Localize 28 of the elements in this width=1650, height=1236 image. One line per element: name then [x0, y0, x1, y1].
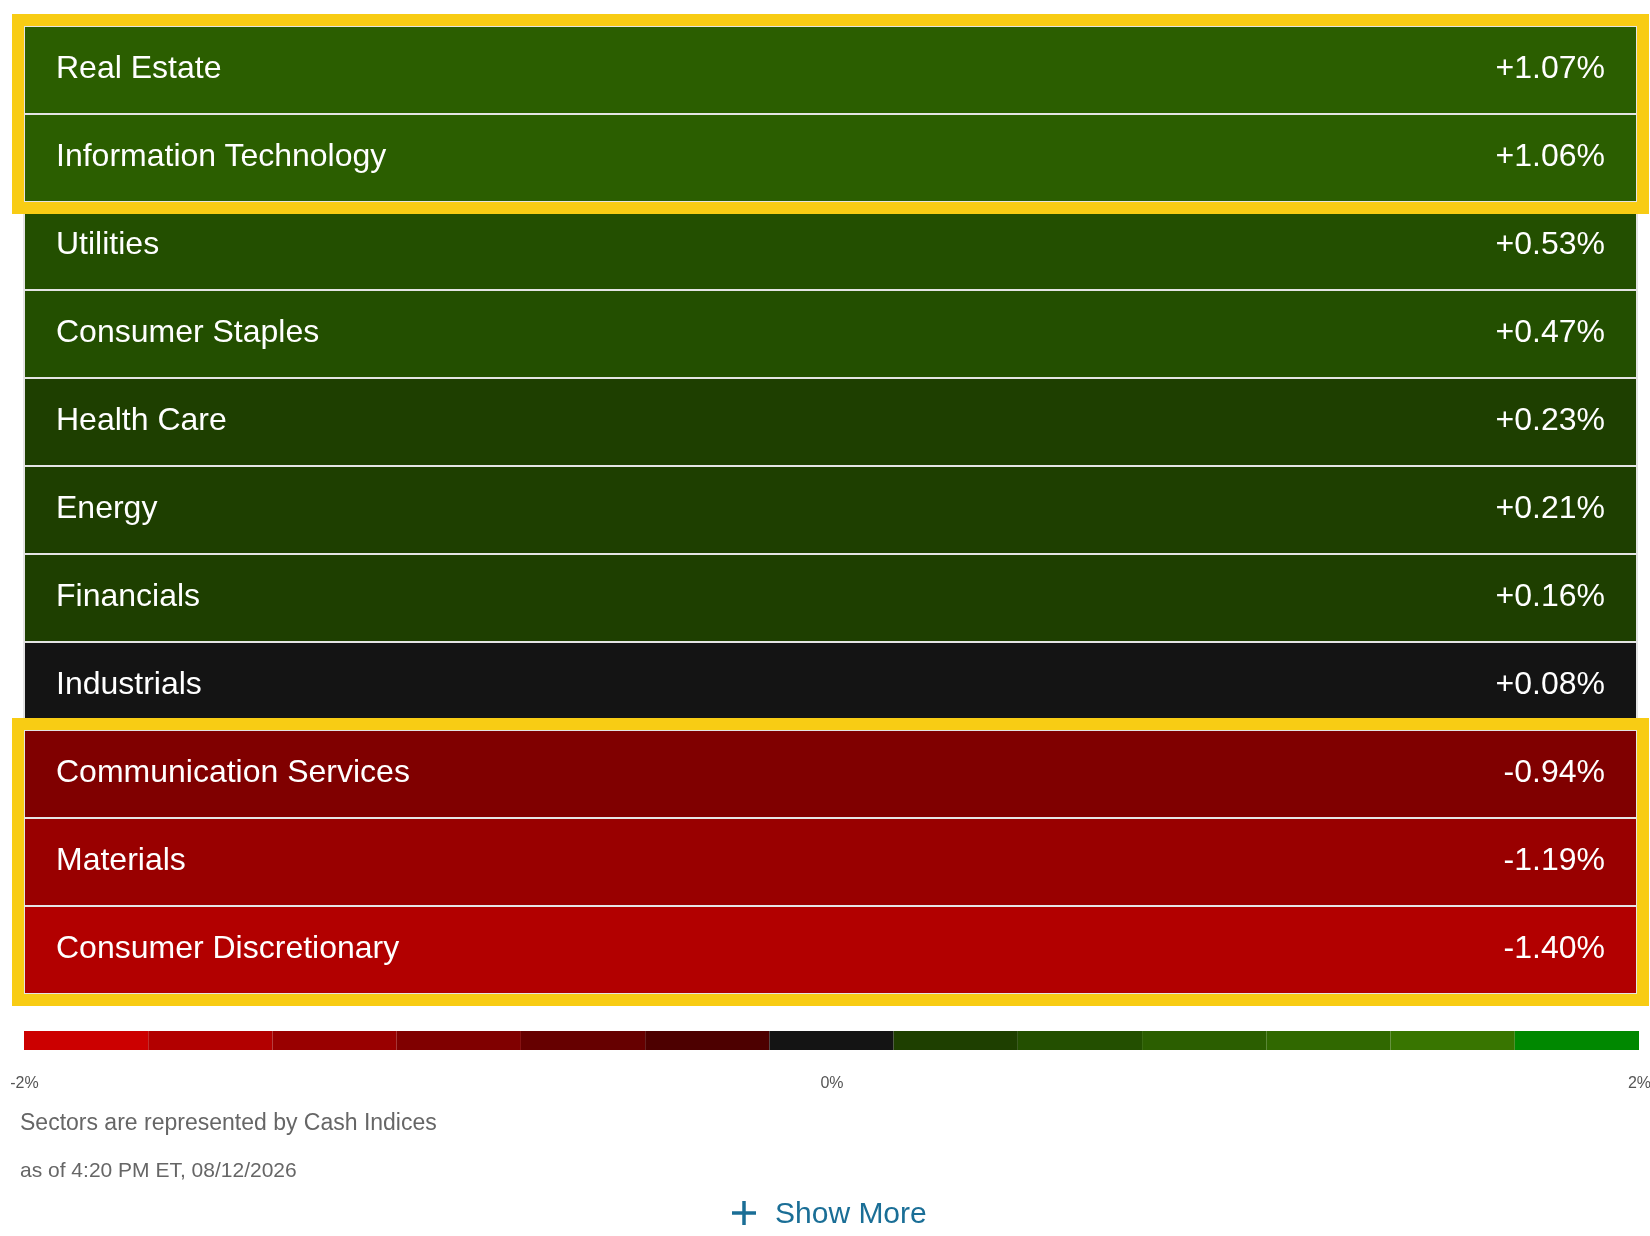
- y-tick-label: Materials: [56, 841, 186, 877]
- data-label: +0.53%: [1495, 225, 1605, 261]
- data-label: -1.19%: [1503, 841, 1605, 877]
- y-tick-label: Consumer Discretionary: [56, 929, 400, 965]
- y-tick-label: Health Care: [56, 401, 227, 437]
- y-tick-label: Communication Services: [56, 753, 410, 789]
- y-tick-label: Consumer Staples: [56, 313, 320, 349]
- text: Show More: [775, 1196, 927, 1231]
- data-label: +0.08%: [1495, 665, 1605, 701]
- y-tick-label: Information Technology: [56, 137, 387, 173]
- data-label: -1.40%: [1503, 929, 1605, 965]
- data-label: +1.06%: [1495, 137, 1605, 173]
- color-bar-label: 0%: [820, 1073, 844, 1091]
- text: Sectors are represented by Cash Indices: [20, 1109, 437, 1137]
- data-label: +0.16%: [1495, 577, 1605, 613]
- data-label: +0.23%: [1495, 401, 1605, 437]
- data-label: +0.47%: [1495, 313, 1605, 349]
- data-label: +0.21%: [1495, 489, 1605, 525]
- y-tick-label: Energy: [56, 489, 158, 525]
- data-label: -0.94%: [1503, 753, 1605, 789]
- y-tick-label: Real Estate: [56, 49, 222, 85]
- color-bar-label: -2%: [10, 1073, 39, 1091]
- text: as of 4:20 PM ET, 08/12/2026: [20, 1157, 297, 1183]
- y-tick-label: Utilities: [56, 225, 160, 261]
- color-bar-label: 2%: [1627, 1073, 1650, 1091]
- y-tick-label: Industrials: [56, 665, 202, 701]
- data-label: +1.07%: [1495, 49, 1605, 85]
- y-tick-label: Financials: [56, 577, 201, 613]
